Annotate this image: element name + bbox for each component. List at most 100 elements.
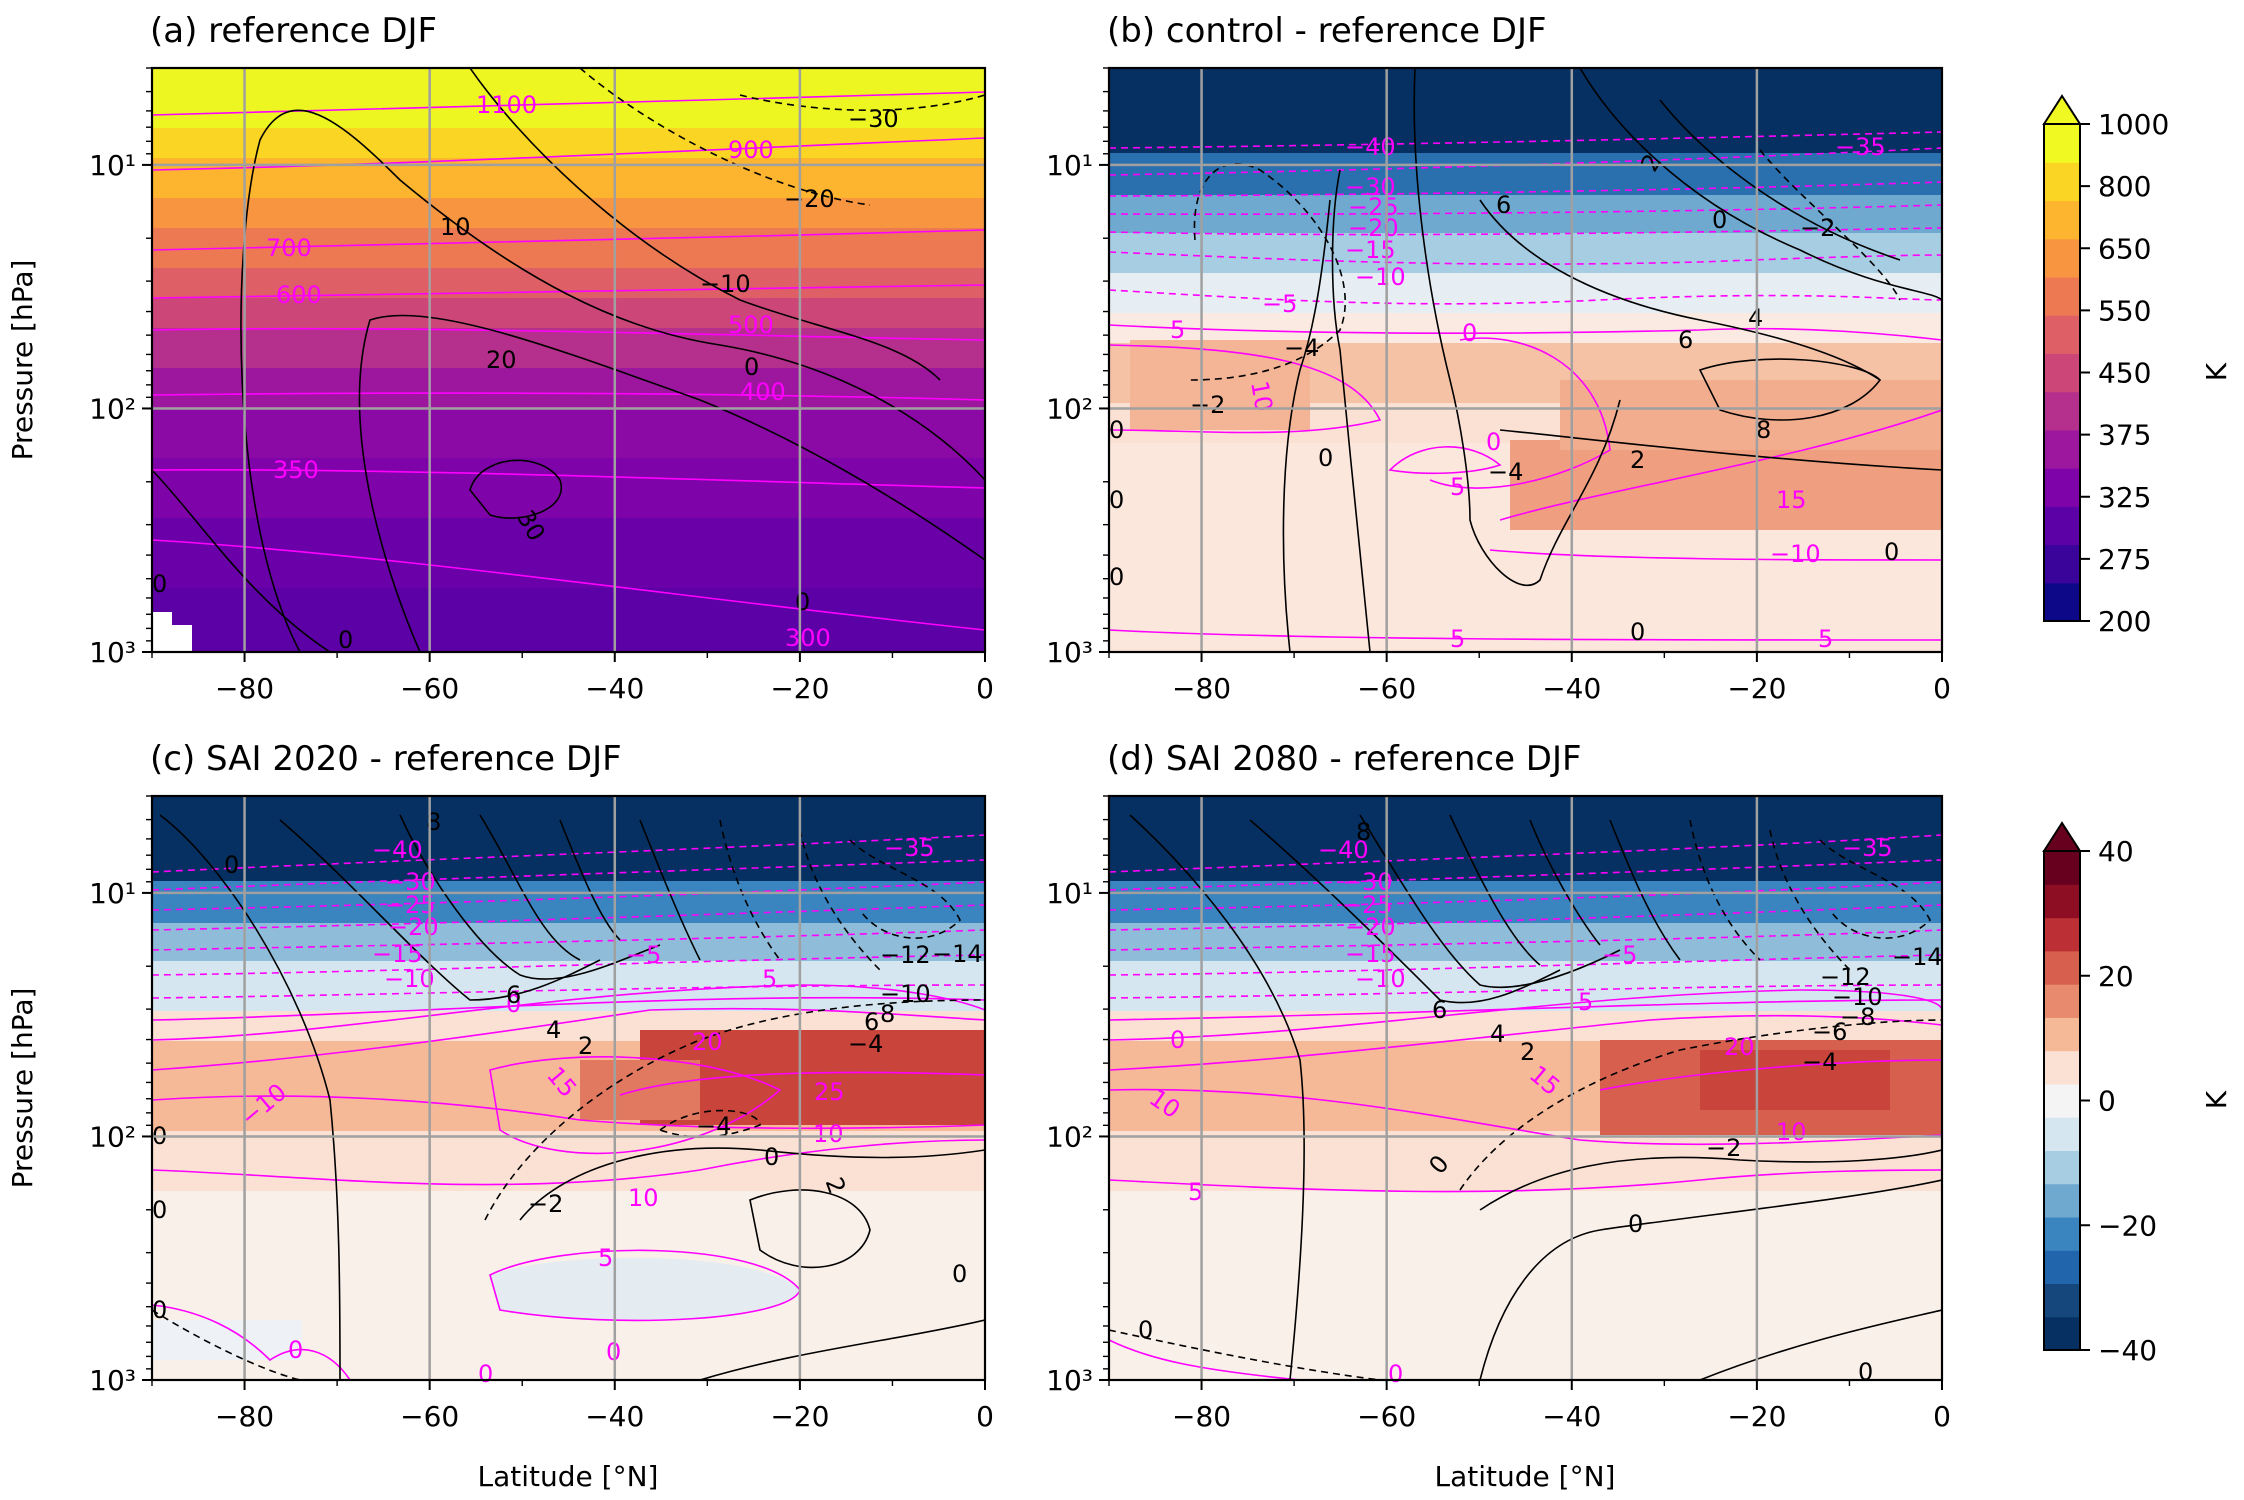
- colorbar-tick-label: 275: [2098, 543, 2151, 576]
- contour-label: 0: [1712, 206, 1727, 234]
- colorbar-bottom-label: K: [2200, 1090, 2233, 1109]
- x-tick-label: −40: [1542, 1400, 1601, 1433]
- contour-label: 0: [1318, 444, 1333, 472]
- y-tick-label: 10²: [1046, 1120, 1093, 1153]
- x-tick-label: −80: [1172, 672, 1231, 705]
- panel-c-field: [152, 796, 985, 1380]
- panel-a-axes: −80 −60 −40 −20 0 10¹ 10² 10³: [89, 66, 994, 705]
- contour-label: 0: [1486, 428, 1501, 456]
- colorbar-swatch: [2044, 315, 2080, 354]
- colorbar-swatch: [2044, 1183, 2080, 1218]
- contour-label: 20: [486, 346, 517, 374]
- colorbar-tick-label: 375: [2098, 419, 2151, 452]
- field-band: [152, 518, 985, 588]
- contour-label: 0: [338, 626, 353, 654]
- x-tick-label: −20: [770, 1400, 829, 1433]
- magenta-contour: [152, 327, 985, 341]
- colorbar-swatch: [2044, 1050, 2080, 1085]
- contour-label: −4: [1488, 458, 1523, 486]
- x-tick-label: −40: [585, 1400, 644, 1433]
- black-contour: [358, 314, 985, 652]
- contour-label: −15: [1345, 236, 1396, 264]
- colorbar-tick-label: 450: [2098, 357, 2151, 390]
- contour-label: −12: [1820, 963, 1871, 991]
- contour-label: −14: [932, 940, 983, 968]
- contour-label: 5: [1450, 473, 1465, 501]
- x-tick-label: 0: [1933, 1400, 1951, 1433]
- contour-label: −5: [626, 941, 661, 969]
- colorbar-tick-label: 1000: [2098, 108, 2169, 141]
- y-tick-label: 10²: [1046, 392, 1093, 425]
- y-tick-label: 10²: [89, 392, 136, 425]
- x-tick-label: −60: [1357, 1400, 1416, 1433]
- contour-label: 0: [152, 1196, 167, 1224]
- contour-label: 500: [728, 311, 774, 339]
- colorbar-swatch: [2044, 917, 2080, 952]
- colorbar-swatch: [2044, 429, 2080, 469]
- panel-c-xlabel: Latitude [°N]: [478, 1460, 659, 1493]
- contour-label: −10: [1770, 540, 1821, 568]
- contour-label: 20: [692, 1028, 723, 1056]
- panel-a-ylabel: Pressure [hPa]: [6, 260, 39, 461]
- contour-label: 0: [506, 990, 521, 1018]
- contour-label: 6: [1496, 191, 1511, 219]
- panel-d: −40 −35 −30 −25 −20 −15 −10 −5 5 0 20 15…: [1109, 796, 1943, 1388]
- colorbar-swatch: [2044, 1017, 2080, 1052]
- y-tick-label: 10¹: [1046, 877, 1093, 910]
- axes-frame: [1107, 794, 1944, 1382]
- contour-label: 5: [1578, 988, 1593, 1016]
- black-contour: [240, 109, 985, 652]
- contour-label: 6: [1432, 996, 1447, 1024]
- colorbar-tick-label: 550: [2098, 294, 2151, 327]
- x-tick-label: −60: [400, 1400, 459, 1433]
- colorbar-swatch: [2044, 544, 2080, 584]
- contour-label: −14: [1892, 943, 1943, 971]
- x-tick-label: −80: [1172, 1400, 1231, 1433]
- x-tick-label: −80: [215, 1400, 274, 1433]
- magenta-contour: [152, 539, 985, 631]
- contour-label: 0: [1109, 486, 1124, 514]
- contour-label: −20: [784, 185, 835, 213]
- colorbar-swatch: [2044, 1250, 2080, 1285]
- magenta-contour: [152, 91, 985, 116]
- field-band: [152, 368, 985, 408]
- field-band: [152, 298, 985, 328]
- y-tick-label: 10¹: [89, 877, 136, 910]
- contour-label: 5: [1170, 316, 1185, 344]
- contour-label: −4: [1802, 1048, 1837, 1076]
- contour-label: 900: [728, 136, 774, 164]
- contour-label: −2: [1706, 1134, 1741, 1162]
- contour-label: 0: [1884, 538, 1899, 566]
- contour-label: −2: [1190, 391, 1225, 419]
- contour-label: 8: [426, 808, 441, 836]
- colorbar-extend: [2042, 821, 2082, 852]
- field-band: [152, 68, 985, 128]
- y-tick-label: 10³: [1046, 636, 1093, 669]
- contour-label: 0: [1109, 563, 1124, 591]
- contour-label: 8: [1356, 818, 1371, 846]
- contour-label: −20: [1348, 214, 1399, 242]
- panel-a-title: (a) reference DJF: [150, 11, 437, 51]
- panel-a-contours: [152, 68, 985, 652]
- black-contour: [469, 68, 941, 381]
- colorbar-bottom: −40 −20 0 20 40: [2042, 821, 2157, 1367]
- colorbar-tick-label: 0: [2098, 1085, 2116, 1118]
- colorbar-swatch: [2044, 506, 2080, 546]
- y-tick-label: 10¹: [89, 149, 136, 182]
- contour-label: 5: [1818, 625, 1833, 653]
- contour-label: 10: [813, 1120, 844, 1148]
- contour-label: −12: [880, 941, 931, 969]
- colorbar-tick-label: 200: [2098, 605, 2151, 638]
- colorbar-swatch: [2044, 1216, 2080, 1251]
- contour-label: 0: [1109, 416, 1124, 444]
- contour-label: 6: [506, 981, 521, 1009]
- field-band: [152, 228, 985, 268]
- contour-label: 0: [152, 1296, 167, 1324]
- contour-label: −2: [1800, 214, 1835, 242]
- colorbar-swatch: [2044, 950, 2080, 985]
- x-tick-label: −60: [400, 672, 459, 705]
- contour-label: 0: [1858, 1358, 1873, 1386]
- panel-d-title: (d) SAI 2080 - reference DJF: [1107, 739, 1582, 779]
